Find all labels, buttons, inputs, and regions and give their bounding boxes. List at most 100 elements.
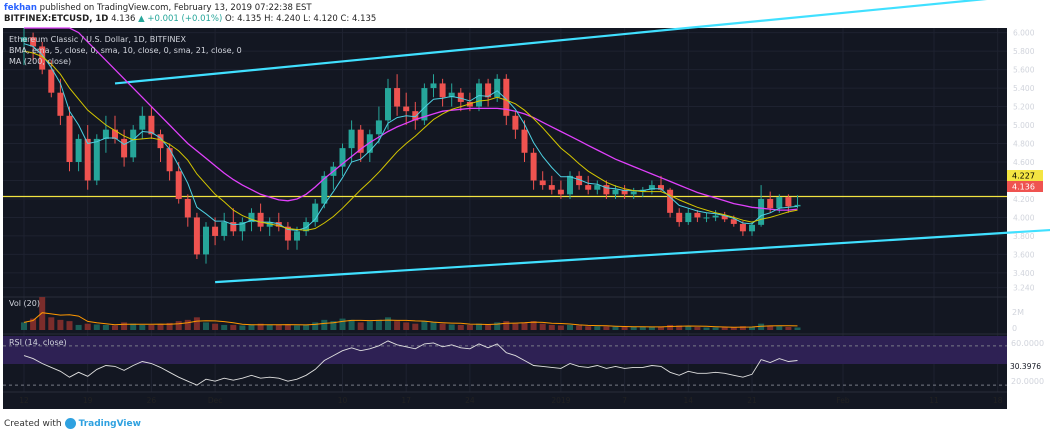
volume-ma-line [23, 312, 798, 328]
ema-line [23, 43, 798, 231]
symbol-label: BITFINEX:ETCUSD, 1D [4, 14, 109, 24]
ma200-line [24, 27, 798, 211]
candle-body [785, 197, 792, 207]
volume-bar [403, 322, 410, 330]
last-price-badge [1007, 181, 1043, 192]
time-axis[interactable]: 121926Dec101724201971421Feb1118Mar [19, 396, 1050, 405]
candle-body [175, 171, 182, 199]
time-tick-label: 18 [993, 396, 1003, 405]
candle-body [48, 69, 55, 93]
volume-bar [39, 297, 46, 330]
time-tick-label: 7 [622, 396, 627, 405]
volume-bars [21, 297, 801, 330]
volume-bar [557, 325, 564, 330]
rsi-line [23, 340, 798, 386]
author-name[interactable]: fekhan [4, 3, 37, 13]
candle-body [485, 83, 492, 98]
candle-body [557, 189, 564, 195]
candle-body [366, 134, 373, 153]
candle-body [703, 217, 710, 219]
created-with-text: Created with [4, 418, 62, 429]
candle-body [321, 175, 328, 204]
price-tick-label: 5.600 [1013, 66, 1035, 75]
volume-bar [66, 321, 73, 330]
volume-bar [157, 324, 164, 330]
candle-body [685, 212, 692, 223]
time-tick-label: 11 [929, 396, 939, 405]
volume-bar [248, 324, 255, 330]
candle-body [394, 88, 401, 107]
volume-axis-0: 0 [1012, 324, 1017, 333]
volume-bar [658, 326, 664, 330]
volume-bar [457, 324, 464, 330]
legend-study-bma: BMA, ema, 5, close, 0, sma, 10, close, 0… [9, 46, 242, 55]
candle-body [539, 180, 546, 186]
candle-body [548, 185, 555, 190]
volume-bar [630, 326, 637, 330]
time-tick-label: 19 [83, 396, 93, 405]
rsi-current-value: 30.3976 [1010, 362, 1041, 371]
volume-bar [676, 325, 683, 330]
price-tick-label: 4.000 [1013, 213, 1035, 222]
volume-bar [639, 326, 646, 330]
volume-bar [776, 326, 783, 330]
volume-bar [385, 317, 391, 330]
volume-bar [121, 322, 128, 330]
candle-body [39, 46, 46, 70]
candle-body [212, 226, 219, 236]
volume-bar [21, 322, 27, 330]
volume-bar [594, 326, 601, 330]
candle-body [193, 217, 200, 255]
tradingview-brand[interactable]: TradingView [78, 418, 141, 429]
candle-body [712, 215, 719, 218]
volume-bar [339, 318, 346, 330]
candle-body [776, 197, 783, 209]
time-tick-label: 12 [19, 396, 29, 405]
volume-bar [739, 326, 746, 330]
price-tick-label: 4.800 [1013, 140, 1035, 149]
volume-bar [203, 322, 209, 330]
candle-body [166, 148, 173, 172]
candle-body [767, 198, 774, 209]
volume-axis-2m: 2M [1012, 308, 1024, 317]
candle-body [648, 185, 655, 190]
time-tick-label: Feb [836, 396, 850, 405]
candle-body [694, 212, 701, 218]
tradingview-logo-icon [64, 418, 76, 429]
candle-body [339, 148, 346, 167]
candle-body [612, 189, 619, 195]
candle-body [66, 115, 73, 162]
volume-bar [112, 325, 118, 330]
volume-bar [612, 326, 619, 330]
channel-lower-line [215, 228, 1050, 284]
volume-bar [667, 324, 674, 330]
volume-bar [312, 322, 319, 330]
rsi-upper-band [3, 336, 1007, 364]
volume-bar [685, 326, 692, 330]
candle-body [303, 222, 310, 232]
volume-bar [48, 317, 55, 330]
time-tick-label: 21 [747, 396, 757, 405]
price-axis[interactable]: 3.2403.4003.6003.8004.0004.2004.4004.600… [1013, 29, 1035, 293]
candle-body [576, 175, 583, 186]
candle-body [521, 129, 528, 153]
volume-bar [275, 324, 282, 330]
volume-bar [603, 326, 610, 330]
volume-bar [230, 324, 237, 330]
candle-body [102, 129, 109, 139]
level-badge [1007, 170, 1043, 181]
volume-bar [785, 326, 792, 330]
volume-bar [284, 324, 291, 330]
volume-bar [394, 321, 401, 330]
price-tick-label: 3.240 [1013, 284, 1035, 293]
volume-bar [703, 327, 710, 330]
volume-bar [303, 324, 310, 330]
volume-bar [93, 324, 100, 330]
volume-bar [375, 319, 382, 330]
price-tick-label: 6.000 [1013, 29, 1035, 38]
candle-body [93, 138, 100, 181]
volume-bar [75, 324, 82, 330]
volume-bar [239, 325, 246, 330]
volume-bar [257, 323, 264, 330]
